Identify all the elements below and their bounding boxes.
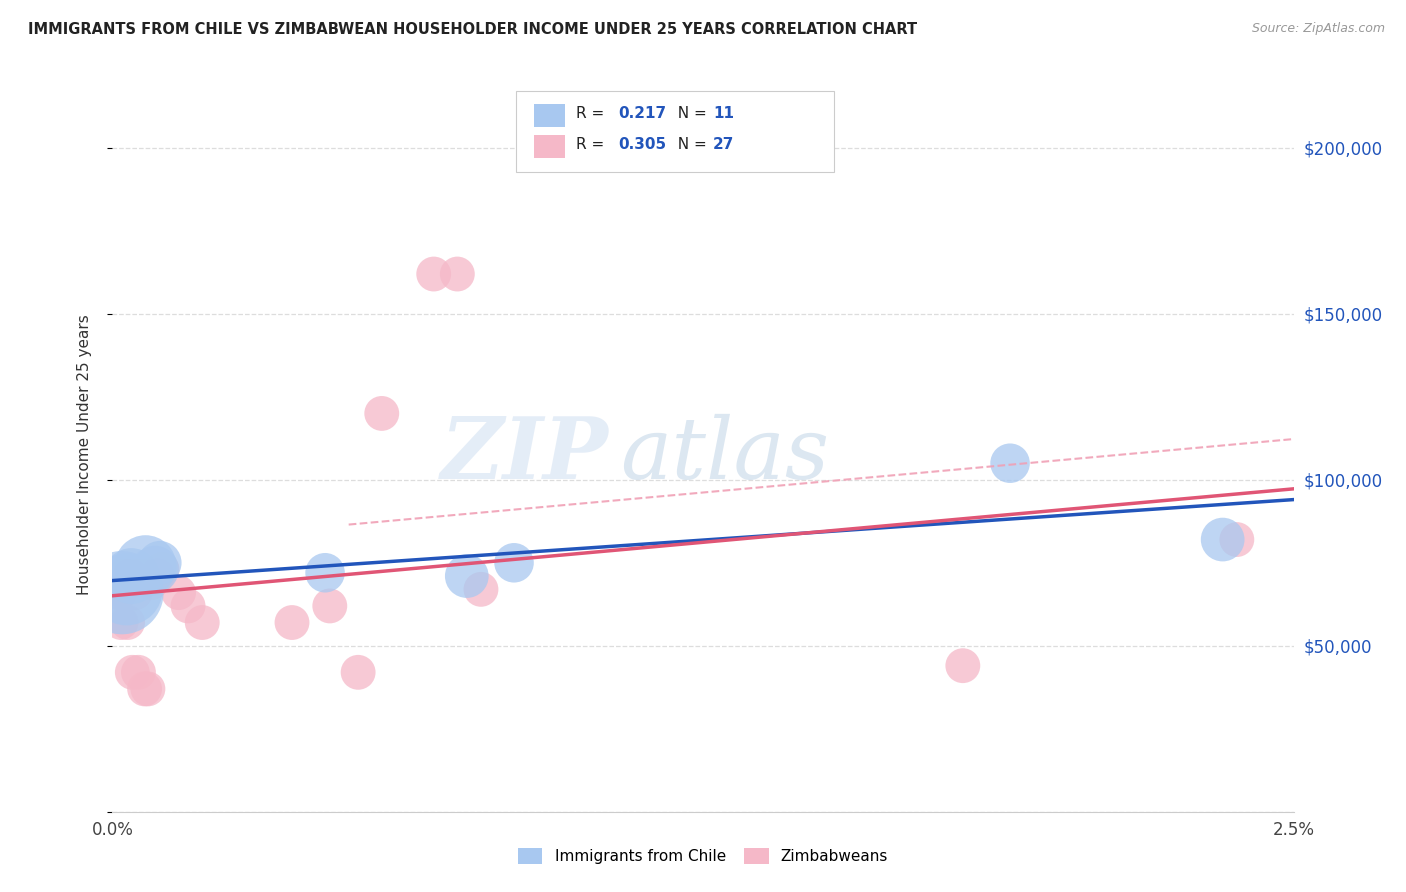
Text: R =: R = xyxy=(576,106,610,120)
Point xyxy=(134,681,156,696)
Point xyxy=(998,456,1021,470)
Point xyxy=(1212,533,1234,547)
Text: N =: N = xyxy=(668,137,711,152)
Point xyxy=(281,615,304,630)
Text: 0.305: 0.305 xyxy=(619,137,666,152)
Point xyxy=(446,267,468,281)
Point xyxy=(149,556,172,570)
Text: atlas: atlas xyxy=(620,414,830,496)
Text: 27: 27 xyxy=(713,137,734,152)
Text: 0.217: 0.217 xyxy=(619,106,666,120)
Point xyxy=(191,615,214,630)
Point xyxy=(371,406,394,420)
Point xyxy=(105,582,128,597)
Point xyxy=(177,599,200,613)
Point xyxy=(127,665,149,680)
Text: 11: 11 xyxy=(713,106,734,120)
Point xyxy=(136,681,159,696)
Point xyxy=(124,585,146,599)
Point xyxy=(110,615,132,630)
Point xyxy=(347,665,370,680)
Point xyxy=(143,562,166,576)
Point xyxy=(150,562,173,576)
Point xyxy=(314,566,336,580)
Point xyxy=(422,267,444,281)
Text: N =: N = xyxy=(668,106,711,120)
Point xyxy=(456,569,478,583)
Point xyxy=(108,585,131,599)
Text: IMMIGRANTS FROM CHILE VS ZIMBABWEAN HOUSEHOLDER INCOME UNDER 25 YEARS CORRELATIO: IMMIGRANTS FROM CHILE VS ZIMBABWEAN HOUS… xyxy=(28,22,917,37)
Point xyxy=(503,556,526,570)
Point xyxy=(115,582,138,597)
Point xyxy=(135,559,157,574)
Y-axis label: Householder Income Under 25 years: Householder Income Under 25 years xyxy=(77,315,91,595)
Point xyxy=(117,615,139,630)
Point xyxy=(111,585,134,599)
Point xyxy=(167,585,190,599)
Legend: Immigrants from Chile, Zimbabweans: Immigrants from Chile, Zimbabweans xyxy=(510,840,896,871)
Point xyxy=(319,599,342,613)
Point xyxy=(1226,533,1249,547)
Point xyxy=(146,569,169,583)
Point xyxy=(470,582,492,597)
Point xyxy=(121,665,143,680)
Point xyxy=(120,569,142,583)
Text: Source: ZipAtlas.com: Source: ZipAtlas.com xyxy=(1251,22,1385,36)
Text: ZIP: ZIP xyxy=(440,413,609,497)
Point xyxy=(112,569,135,583)
Point xyxy=(120,569,142,583)
Text: R =: R = xyxy=(576,137,610,152)
Point xyxy=(141,575,163,590)
Point xyxy=(952,658,974,673)
Point xyxy=(129,569,152,583)
